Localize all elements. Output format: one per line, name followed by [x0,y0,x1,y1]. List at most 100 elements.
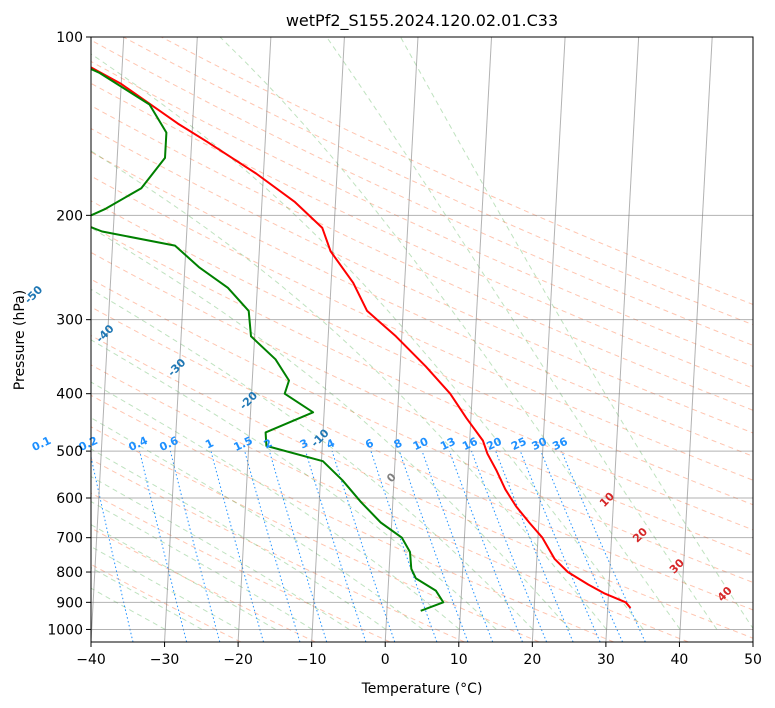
moist-adiabat [91,150,607,630]
line-labels: 0.10.20.40.611.52346810131620253036-100-… [22,283,735,604]
dry-adiabat [91,334,753,639]
y-tick-label: 400 [56,387,83,403]
zero-isotherm-label: 0 [384,470,399,485]
axis-ticks: −40 −30 −20 −10 0 10 20 30 40 5010020030040050060… [47,30,762,668]
dry-adiabat [91,251,753,557]
mixing-ratio-label: 0.1 [30,434,53,454]
y-tick-label: 700 [56,531,83,547]
mixing-ratio-label: 8 [392,436,404,451]
isotherm-line [531,37,566,642]
mixing-ratio-line [519,450,601,642]
grid-lines [91,37,753,642]
dry-adiabat [91,364,689,642]
dry-adiabat [91,306,753,611]
background-lines [91,37,753,642]
moist-adiabat [91,500,313,630]
x-tick-label: 0 [381,652,390,668]
x-tick-label: −20 [223,652,253,668]
y-tick-label: 800 [56,565,83,581]
mixing-ratio-line [421,450,494,642]
dry-adiabat [91,82,753,389]
mixing-ratio-label: 13 [438,435,457,453]
y-tick-label: 300 [56,313,83,329]
moist-adiabat [326,37,718,630]
y-tick-label: 100 [56,30,83,46]
isotherm-line [678,37,713,642]
y-tick-label: 900 [56,595,83,611]
chart-title: wetPf2_S155.2024.120.02.01.C33 [286,11,558,31]
moist-adiabat [91,545,240,630]
moist-adiabat [91,475,350,630]
dry-adiabat [91,492,391,642]
x-tick-label: 50 [744,652,762,668]
isotherm-line [605,37,640,642]
dry-adiabat [161,37,753,305]
mixing-ratio-line [210,450,264,642]
y-tick-label: 500 [56,444,83,460]
moist-adiabat [91,524,276,630]
temperature-profile [91,66,632,609]
dry-adiabat [91,563,242,642]
dry-adiabat [91,394,614,642]
mixing-ratio-line [448,450,523,642]
mixing-ratio-line [398,450,469,642]
dry-adiabat [91,278,753,583]
dry-adiabat [91,60,753,368]
moist-adiabat [91,53,644,630]
dry-adiabat [91,200,753,506]
mixing-ratio-label: 25 [509,435,528,453]
x-tick-label: 10 [450,652,468,668]
mixing-ratio-label: 10 [411,435,431,453]
dry-adiabat [91,128,753,434]
mixing-ratio-line [91,454,134,642]
dry-adiabat [91,527,316,642]
isotherm-label: -20 [237,389,260,412]
mixing-ratio-label: 6 [363,436,376,451]
mixing-ratio-label: 16 [460,435,480,453]
moist-adiabat [91,288,534,630]
mixing-ratio-line [370,450,438,642]
isotherm-line [311,37,345,642]
moist-adiabat [91,448,387,630]
isotherm-line [752,632,753,642]
mixing-ratio-line [540,450,624,642]
profile-curves [91,66,632,612]
dry-adiabat [91,39,753,346]
isotherm-line [458,37,493,642]
y-tick-label: 200 [56,208,83,224]
dry-adiabat [91,105,753,411]
dry-adiabat [91,225,753,531]
mixing-ratio-line [268,450,328,642]
mixing-ratio-label: 2 [262,436,274,451]
moist-adiabat [91,227,571,630]
dewpoint-profile [91,67,445,612]
isotherm-label: -30 [165,356,188,379]
mixing-ratio-line [561,450,646,642]
x-tick-label: −30 [150,652,180,668]
y-tick-label: 1000 [47,622,83,638]
y-tick-label: 600 [56,491,83,507]
mixing-ratio-line [169,450,221,642]
x-tick-label: −40 [76,652,106,668]
mixing-ratio-line [139,450,188,642]
mixing-ratio-label: 1 [203,436,215,451]
mixing-ratio-line [495,450,574,642]
x-tick-label: 30 [597,652,615,668]
mixing-ratio-label: 20 [485,435,505,453]
x-tick-label: 40 [671,652,689,668]
dry-adiabat-label: 20 [630,525,650,545]
moist-adiabat [91,587,166,630]
moist-adiabat [91,339,497,630]
mixing-ratio-label: 36 [550,435,570,453]
dry-adiabat [91,151,753,457]
dry-adiabat [91,175,753,481]
dry-adiabat [91,458,465,642]
dry-adiabat-label: 40 [715,584,735,604]
isotherm-label: -40 [93,322,116,345]
isotherm-line [384,37,419,642]
mixing-ratio-line [305,450,367,642]
isotherm-line [164,37,198,642]
x-tick-label: −10 [297,652,327,668]
dry-adiabat [123,37,753,326]
